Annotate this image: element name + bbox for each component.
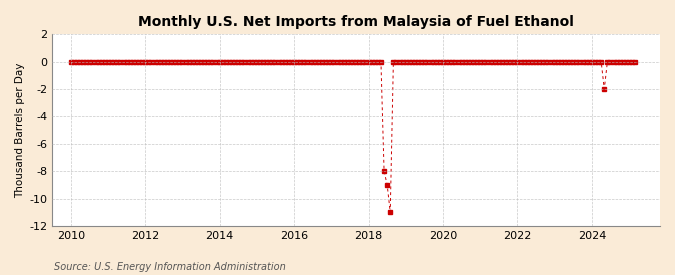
Text: Source: U.S. Energy Information Administration: Source: U.S. Energy Information Administ…	[54, 262, 286, 272]
Y-axis label: Thousand Barrels per Day: Thousand Barrels per Day	[15, 62, 25, 198]
Title: Monthly U.S. Net Imports from Malaysia of Fuel Ethanol: Monthly U.S. Net Imports from Malaysia o…	[138, 15, 574, 29]
